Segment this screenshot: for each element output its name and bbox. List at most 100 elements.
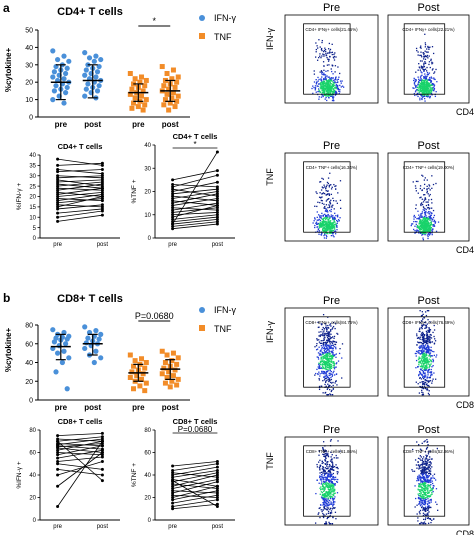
flow-event: [432, 331, 434, 334]
flow-event: [329, 217, 331, 219]
data-point: [175, 93, 181, 99]
flow-event: [426, 503, 429, 506]
flow-event: [426, 474, 429, 477]
flow-event: [427, 467, 429, 469]
flow-event: [337, 478, 339, 481]
flow-event: [422, 376, 424, 378]
flow-event: [323, 364, 325, 366]
data-point: [137, 383, 143, 389]
flow-event: [321, 372, 324, 374]
flow-event: [418, 489, 421, 491]
flow-event: [430, 463, 432, 465]
flow-event: [433, 342, 436, 344]
flow-event: [421, 56, 423, 58]
flow-event: [332, 225, 334, 227]
flow-event: [430, 375, 432, 377]
flow-event: [322, 220, 324, 223]
flow-event: [328, 339, 331, 341]
data-point: [83, 86, 89, 92]
flow-event: [424, 479, 427, 482]
flow-event: [427, 372, 429, 374]
flow-event: [328, 184, 330, 187]
flow-event: [433, 324, 435, 327]
flow-event: [424, 467, 426, 469]
flow-event: [322, 192, 324, 195]
flow-event: [422, 345, 424, 347]
paired-line: [57, 158, 103, 166]
flow-event: [326, 361, 329, 364]
flow-event: [332, 221, 334, 224]
flow-event: [420, 216, 422, 218]
flow-event: [427, 487, 429, 489]
data-point: [100, 209, 104, 213]
flow-event: [332, 98, 334, 100]
paired-line: [172, 221, 218, 227]
flow-event: [329, 363, 332, 366]
flow-event: [430, 499, 432, 502]
flow-event: [331, 222, 334, 224]
flow-event: [318, 371, 320, 373]
paired-line: [172, 193, 218, 204]
flow-event: [325, 342, 327, 345]
panel-letter-a: a: [3, 1, 10, 15]
flow-event: [328, 205, 331, 207]
legend-tnf-marker: [199, 325, 205, 331]
flow-event: [418, 466, 420, 468]
flow-event: [431, 89, 433, 91]
data-point: [56, 197, 60, 201]
flow-event: [325, 333, 328, 335]
y-tick-label: 40: [25, 45, 33, 52]
flow-event: [419, 350, 422, 352]
flow-event: [329, 343, 331, 345]
x-tick-label: post: [212, 524, 224, 530]
flow-event: [329, 202, 331, 204]
paired-line: [57, 179, 103, 183]
flow-event: [321, 232, 323, 235]
flow-event: [436, 81, 438, 83]
flow-event: [418, 328, 421, 331]
flow-event: [419, 513, 421, 515]
flow-event: [427, 87, 430, 89]
flow-event: [322, 499, 325, 501]
flow-event: [321, 218, 324, 220]
flow-event: [322, 360, 324, 362]
flow-event: [421, 473, 423, 475]
flow-event: [419, 67, 421, 69]
data-point: [100, 174, 104, 178]
flow-event: [323, 495, 326, 498]
flow-event: [418, 337, 420, 339]
flow-gate-label: CD8+ TNF+ cells(61.86%): [306, 449, 358, 454]
flow-event: [325, 345, 328, 347]
flow-event: [427, 453, 430, 455]
flow-event: [320, 181, 322, 183]
flow-event: [425, 201, 427, 203]
flow-event: [324, 363, 326, 365]
flow-event: [423, 76, 425, 78]
flow-event: [427, 85, 429, 87]
flow-event: [329, 94, 331, 96]
flow-event: [433, 86, 435, 88]
data-point: [56, 203, 60, 207]
flow-event: [426, 351, 429, 354]
flow-event: [327, 316, 329, 318]
data-point: [215, 222, 219, 226]
data-point: [100, 460, 104, 463]
flow-event: [324, 381, 327, 383]
flow-event: [329, 384, 331, 387]
flow-event: [423, 52, 425, 55]
flow-x-axis-label: CD4: [456, 245, 474, 255]
flow-event: [334, 94, 337, 96]
data-point: [215, 210, 219, 214]
flow-event: [326, 99, 328, 102]
flow-event: [429, 233, 431, 235]
flow-event: [322, 95, 324, 98]
flow-event: [334, 343, 337, 346]
flow-event: [417, 477, 419, 479]
flow-event: [331, 389, 333, 392]
flow-event: [424, 451, 427, 453]
flow-event: [419, 509, 422, 512]
data-point: [175, 376, 181, 382]
flow-event: [329, 226, 331, 228]
flow-event: [418, 492, 421, 495]
